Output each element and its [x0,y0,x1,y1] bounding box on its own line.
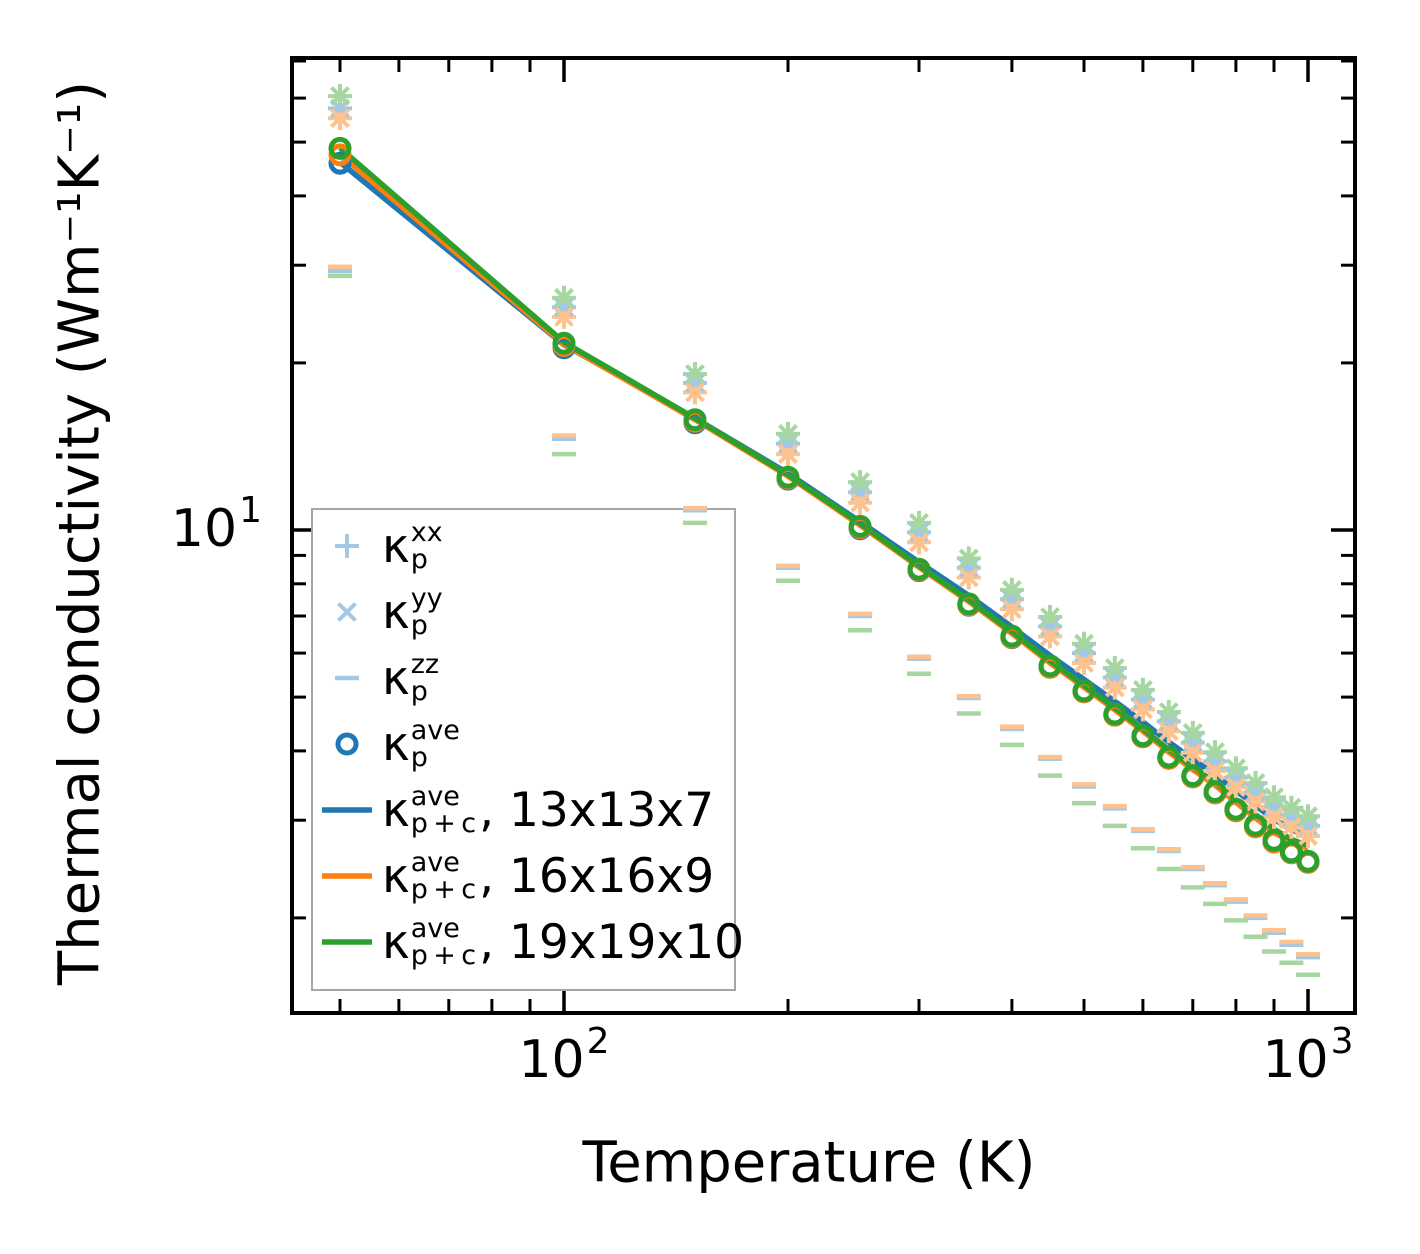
legend-superscript: ave [410,913,460,944]
legend-entry-7: κ ave p + c, 19x19x10 [312,909,744,975]
ring-marker [1224,797,1248,821]
scatter-kp-zz-16x16x9 [328,264,1320,957]
legend-kappa-symbol: κ [382,650,410,706]
legend-superscript: ave [410,715,460,746]
legend-grid-size: , 19x19x10 [479,914,745,970]
legend-superscript: xx [410,517,443,548]
x-axis-label: Temperature (K) [582,1130,1036,1196]
ring-glyph [335,732,359,756]
ring-marker [1203,780,1227,803]
legend-marker-cross-icon [337,602,357,622]
legend-entry-4: κ ave p [312,711,735,777]
legend-label: κ yy p [382,585,443,639]
legend-superscript: zz [410,649,440,680]
x-tick-label-1000: 103 [1262,1024,1353,1087]
x-tick-exponent: 2 [586,1021,610,1062]
ring-marker [848,514,872,538]
legend: κ xx p κ yy p κ zz p κ ave p κ ave p + c, 13x13x7 κ ave p… [312,509,744,990]
ring-marker [1072,679,1096,703]
legend-subscript: p + c [410,808,477,839]
scatter-kp-yy-16x16x9 [330,108,1318,846]
legend-grid-size: , 16x16x9 [479,848,715,904]
legend-sub-sup-stack: xx p [411,519,443,573]
legend-entry-5: κ ave p + c, 13x13x7 [312,777,735,843]
ring-marker [552,331,576,355]
legend-label: κ xx p [382,519,443,573]
legend-marker-dash-icon [335,675,359,681]
legend-label: κ zz p [382,651,439,705]
legend-label: κ ave p + c, 16x16x9 [382,849,714,903]
ring-marker [1157,745,1181,769]
ring-marker [1038,654,1062,678]
legend-kappa-symbol: κ [382,584,410,640]
scatter-kp-yy-19x19x10 [330,86,1318,827]
legend-entry-6: κ ave p + c, 16x16x9 [312,843,735,909]
legend-sub-sup-stack: ave p + c [411,849,476,903]
legend-subscript: p [410,610,428,641]
legend-label: κ ave p + c, 13x13x7 [382,783,714,837]
ring-marker [683,408,707,432]
legend-marker-ring-icon [335,732,359,756]
ring-marker [1279,840,1303,864]
x-tick-label-100: 102 [518,1024,609,1087]
legend-kappa-symbol: κ [382,716,410,772]
legend-entry-2: κ yy p [312,579,735,645]
legend-kappa-symbol: κ [382,914,410,970]
ring-marker [1103,702,1127,726]
ring-marker [776,465,800,489]
legend-label: κ ave p [382,717,460,771]
legend-subscript: p [410,742,428,773]
ring-marker [1181,764,1205,788]
legend-grid-size: , 13x13x7 [479,782,715,838]
x-tick-exponent: 3 [1330,1021,1354,1062]
legend-sub-sup-stack: ave p + c [411,915,476,969]
legend-subscript: p [410,544,428,575]
legend-subscript: p [410,676,428,707]
legend-entry-1: κ xx p [312,513,735,579]
ring-marker [1131,724,1155,748]
plus-glyph [335,534,359,558]
line-kpc-ave-19x19x10 [338,145,1309,849]
ring-marker [328,151,352,175]
legend-sub-sup-stack: zz p [411,651,439,705]
scatter-kp-zz-19x19x10 [328,273,1320,977]
legend-kappa-symbol: κ [382,518,410,574]
legend-sub-sup-stack: ave p + c [411,783,476,837]
legend-entry-3: κ zz p [312,645,735,711]
legend-kappa-symbol: κ [382,782,410,838]
cross-glyph [337,602,357,622]
legend-superscript: yy [410,583,443,614]
ring-marker [1262,828,1286,852]
legend-label: κ ave p + c, 19x19x10 [382,915,744,969]
legend-marker-line-icon [322,807,372,813]
scatter-kp-ave-19x19x10 [328,136,1320,873]
scatter-kp-yy-13x13x7 [330,98,1318,836]
legend-sub-sup-stack: yy p [411,585,443,639]
y-tick-exponent: 1 [239,490,262,531]
legend-kappa-symbol: κ [382,848,410,904]
legend-box [311,508,736,991]
legend-superscript: ave [410,847,460,878]
ring-marker [907,557,931,581]
legend-marker-plus-icon [335,534,359,558]
legend-marker-line-icon [322,873,372,879]
ring-marker [328,136,352,160]
ring-marker [957,592,981,616]
ring-marker [1296,849,1320,873]
legend-sub-sup-stack: ave p [411,717,460,771]
y-tick-label-10: 101 [100,493,262,556]
ring-marker [1244,813,1267,837]
ring-marker [1000,624,1024,648]
legend-subscript: p + c [410,940,477,971]
y-tick-base: 10 [170,499,238,559]
x-tick-base: 10 [518,1030,585,1090]
legend-marker-line-icon [322,939,372,945]
x-tick-base: 10 [1262,1030,1329,1090]
legend-superscript: ave [410,781,460,812]
legend-subscript: p + c [410,874,477,905]
